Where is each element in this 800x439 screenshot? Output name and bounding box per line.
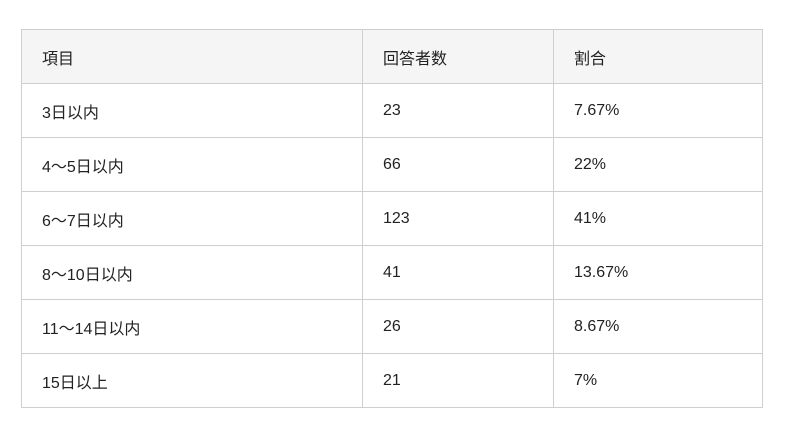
column-header-percentage: 割合: [553, 29, 763, 84]
column-header-item: 項目: [21, 29, 363, 84]
cell-respondents: 21: [362, 353, 554, 408]
cell-item: 8〜10日以内: [21, 245, 363, 300]
table-row: 6〜7日以内 123 41%: [21, 191, 763, 246]
cell-percentage: 41%: [553, 191, 763, 246]
cell-percentage: 7%: [553, 353, 763, 408]
cell-respondents: 123: [362, 191, 554, 246]
cell-item: 11〜14日以内: [21, 299, 363, 354]
cell-item: 6〜7日以内: [21, 191, 363, 246]
table-row: 11〜14日以内 26 8.67%: [21, 299, 763, 354]
cell-percentage: 7.67%: [553, 83, 763, 138]
table-row: 3日以内 23 7.67%: [21, 83, 763, 138]
cell-item: 4〜5日以内: [21, 137, 363, 192]
cell-percentage: 13.67%: [553, 245, 763, 300]
survey-results-table: 項目 回答者数 割合 3日以内 23 7.67% 4〜5日以内 66 22% 6…: [21, 29, 763, 408]
table-row: 4〜5日以内 66 22%: [21, 137, 763, 192]
table-header-row: 項目 回答者数 割合: [21, 29, 763, 84]
table-row: 8〜10日以内 41 13.67%: [21, 245, 763, 300]
cell-item: 15日以上: [21, 353, 363, 408]
cell-respondents: 23: [362, 83, 554, 138]
cell-percentage: 8.67%: [553, 299, 763, 354]
cell-respondents: 66: [362, 137, 554, 192]
cell-respondents: 41: [362, 245, 554, 300]
cell-respondents: 26: [362, 299, 554, 354]
table-row: 15日以上 21 7%: [21, 353, 763, 408]
cell-item: 3日以内: [21, 83, 363, 138]
column-header-respondents: 回答者数: [362, 29, 554, 84]
cell-percentage: 22%: [553, 137, 763, 192]
